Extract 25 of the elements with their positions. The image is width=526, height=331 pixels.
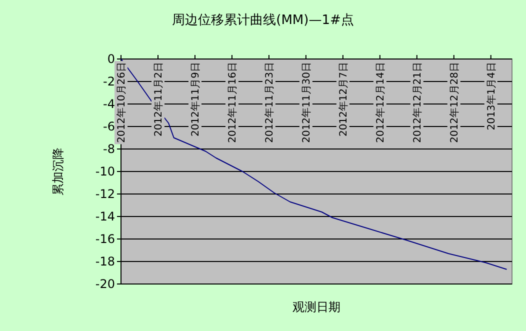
x-tick-label: 2013年1月4日 bbox=[485, 62, 498, 130]
x-tick-label: 2012年11月23日 bbox=[263, 62, 276, 143]
y-tick-label: -14 bbox=[95, 210, 115, 224]
y-axis-title: 累加沉降 bbox=[51, 148, 65, 196]
y-tick-label: -20 bbox=[95, 277, 115, 292]
y-tick-label: -10 bbox=[95, 164, 115, 179]
x-tick-label: 2012年11月30日 bbox=[300, 62, 312, 143]
x-tick-label: 2012年11月16日 bbox=[226, 62, 238, 143]
y-tick-label: -18 bbox=[95, 254, 115, 269]
y-tick-label: -8 bbox=[103, 142, 115, 156]
x-tick-label: 2012年10月26日 bbox=[116, 62, 128, 143]
y-tick-label: -2 bbox=[103, 74, 115, 89]
y-tick-label: 0 bbox=[107, 52, 115, 66]
chart-title: 周边位移累计曲线(MM)—1#点 bbox=[172, 13, 354, 28]
x-tick-label: 2012年12月14日 bbox=[374, 62, 386, 143]
y-tick-label: -16 bbox=[95, 232, 115, 246]
y-tick-label: -12 bbox=[95, 187, 115, 202]
x-tick-label: 2012年12月28日 bbox=[448, 62, 460, 143]
x-tick-label: 2012年12月21日 bbox=[411, 62, 424, 143]
x-tick-label: 2012年11月2日 bbox=[152, 62, 164, 137]
y-tick-label: -4 bbox=[103, 97, 115, 112]
x-axis-title: 观测日期 bbox=[292, 300, 340, 314]
x-tick-label: 2012年11月9日 bbox=[189, 62, 202, 137]
x-tick-label: 2012年12月7日 bbox=[337, 62, 350, 137]
y-tick-label: -6 bbox=[103, 120, 115, 134]
